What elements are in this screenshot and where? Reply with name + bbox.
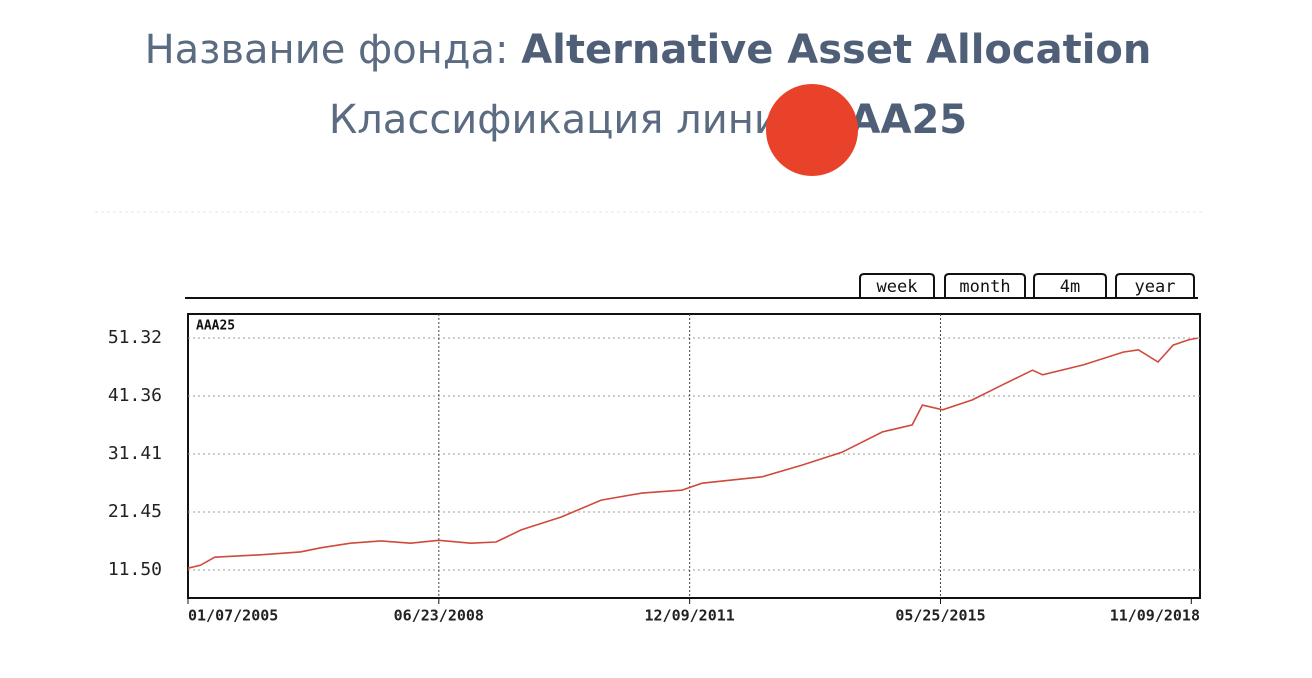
redaction [766, 84, 858, 176]
button-label[interactable]: month [959, 277, 1010, 297]
class-line: Классификация линий AAA25 [329, 97, 967, 143]
x-tick-label: 12/09/2011 [644, 607, 734, 625]
fund-name: Alternative Asset Allocation [521, 27, 1151, 73]
fund-title: Название фонда: Alternative Asset Alloca… [145, 27, 1152, 73]
series-line [187, 337, 1198, 569]
button-tab[interactable] [1115, 273, 1195, 298]
button-tab[interactable] [1033, 273, 1107, 298]
y-tick-label: 21.45 [108, 501, 162, 522]
range-button[interactable]: month [944, 273, 1026, 298]
range-button[interactable]: year [1115, 273, 1195, 298]
y-tick-label: 31.41 [108, 443, 162, 464]
button-label[interactable]: year [1135, 277, 1176, 297]
range-button[interactable]: week [859, 273, 935, 298]
x-tick-label: 05/25/2015 [895, 607, 985, 625]
button-tab[interactable] [944, 273, 1026, 298]
x-tick-label: 11/09/2018 [1110, 607, 1200, 625]
x-tick-label: 01/07/2005 [188, 607, 278, 625]
button-label[interactable]: week [877, 277, 918, 297]
plot-frame [187, 313, 1201, 599]
y-tick-label: 41.36 [108, 385, 162, 406]
range-buttons: week month 4m year [859, 273, 1195, 298]
button-label[interactable]: 4m [1060, 277, 1080, 297]
y-tick-label: 11.50 [108, 559, 162, 580]
button-tab[interactable] [859, 273, 935, 298]
range-button[interactable]: 4m [1033, 273, 1107, 298]
class-label: Классификация линий [329, 97, 806, 143]
fund-label: Название фонда: [145, 27, 509, 73]
x-tick-label: 06/23/2008 [394, 607, 484, 625]
plot: 11.50 21.45 31.41 41.36 51.32 01/07/2005 06/23… [108, 314, 1200, 625]
y-tick-label: 51.32 [108, 327, 162, 348]
legend-label: AAA25 [196, 319, 235, 334]
